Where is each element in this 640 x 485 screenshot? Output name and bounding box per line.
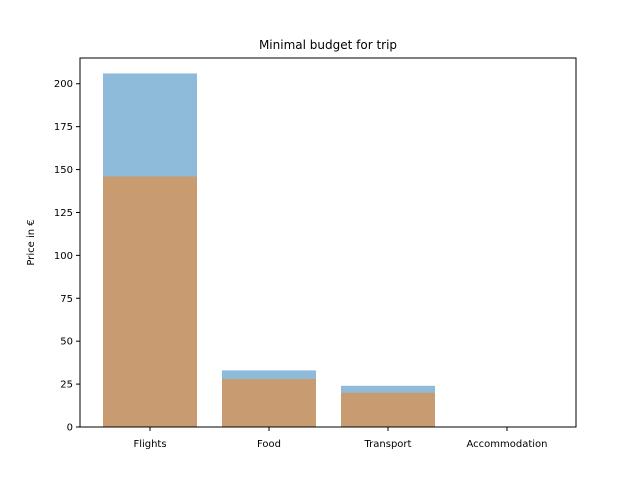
y-tick-label: 75 [60, 294, 73, 305]
y-tick-label: 125 [54, 208, 73, 219]
bars-layer [103, 73, 435, 428]
y-tick-label: 0 [67, 423, 73, 434]
bar-series2-food [222, 378, 316, 427]
chart-title: Minimal budget for trip [259, 38, 397, 52]
y-tick-label: 200 [54, 79, 73, 90]
bar-series2-flights [103, 176, 197, 427]
y-tick-label: 175 [54, 122, 73, 133]
plot-frame [79, 57, 577, 428]
x-tick-label-accommodation: Accommodation [466, 439, 547, 450]
y-tick-label: 25 [60, 380, 73, 391]
x-tick-label-flights: Flights [133, 439, 166, 450]
x-tick-label-transport: Transport [364, 439, 412, 450]
y-tick-label: 150 [54, 165, 73, 176]
y-axis-title: Price in € [26, 219, 37, 265]
ticks-layer: 0 25 50 75 100 125 150 175 200 Flights Food Transpo… [54, 79, 548, 450]
y-tick-label: 50 [60, 337, 73, 348]
bar-series2-transport [341, 392, 435, 427]
x-tick-label-food: Food [257, 439, 281, 450]
y-tick-label: 100 [54, 251, 73, 262]
